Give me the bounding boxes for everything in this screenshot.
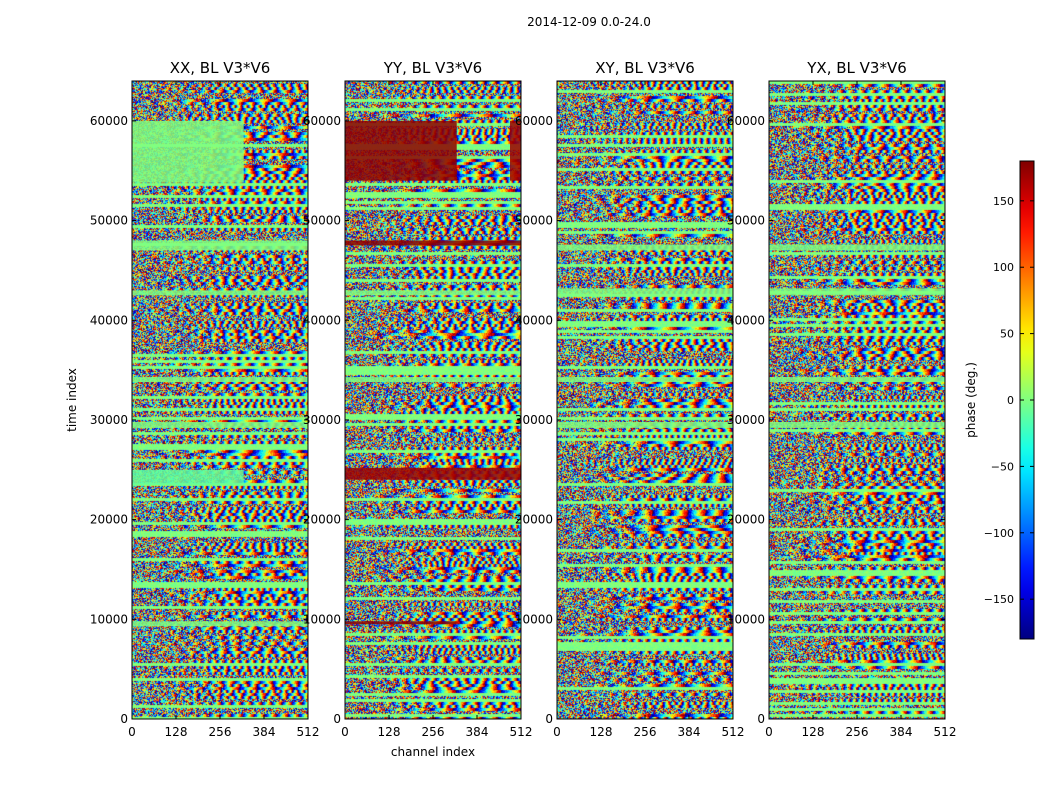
colorbar-tick-label: −100 [984,527,1014,540]
phase-band-1 [557,377,733,383]
panel-title: XY, BL V3*V6 [595,59,695,77]
panel-title: YX, BL V3*V6 [806,59,907,77]
y-tick-label: 60000 [515,114,553,128]
y-tick-label: 60000 [303,114,341,128]
x-tick-label: 0 [553,725,561,739]
phase-band-0 [769,288,945,296]
phase-band-5 [132,421,308,428]
phase-band-4 [132,377,308,383]
phase-band-0 [557,288,733,296]
heatmap-panel-1: YY, BL V3*V6 0 128 256 384 512 0 10000 20000 3000… [303,59,533,759]
x-tick-label: 0 [128,725,136,739]
y-tick-label: 30000 [90,413,128,427]
phase-band-2 [345,467,521,480]
phase-band-3 [769,244,945,251]
y-tick-label: 20000 [515,513,553,527]
y-tick-label: 0 [333,712,341,726]
colorbar-tick-label: −150 [984,593,1014,606]
phase-band-1 [769,377,945,383]
y-tick-label: 40000 [515,313,553,327]
figure-suptitle: 2014-12-09 0.0-24.0 [527,15,651,29]
y-tick-label: 10000 [90,612,128,626]
heatmap-image [132,81,308,719]
phase-band-1 [510,120,521,181]
heatmap-image [557,81,733,719]
y-tick-label: 0 [757,712,765,726]
x-tick-label: 0 [341,725,349,739]
x-tick-label: 256 [422,725,445,739]
x-tick-label: 128 [165,725,188,739]
phase-band-2 [557,421,733,428]
heatmap-image [769,81,945,719]
x-tick-label: 256 [634,725,657,739]
y-tick-label: 40000 [90,313,128,327]
phase-band-2 [769,421,945,428]
y-tick-label: 50000 [303,214,341,228]
phase-band-3 [557,244,733,251]
heatmap-panel-3: YX, BL V3*V6 0 128 256 384 512 0 10000 20000 3000… [727,59,957,739]
y-tick-label: 50000 [90,214,128,228]
x-tick-label: 256 [209,725,232,739]
x-tick-label: 128 [802,725,825,739]
colorbar-label: phase (deg.) [964,362,978,438]
phase-band-0 [132,120,244,183]
colorbar: −150 −100 −50 0 50 100 150 phase (deg.) [964,160,1035,640]
phase-band-6 [132,621,308,627]
x-tick-label: 512 [722,725,745,739]
colorbar-tick-label: −50 [991,460,1014,473]
x-tick-label: 384 [466,725,489,739]
y-tick-label: 30000 [303,413,341,427]
heatmap-panel-2: XY, BL V3*V6 0 128 256 384 512 0 10000 20000 3000… [515,59,745,739]
y-tick-label: 0 [120,712,128,726]
x-tick-label: 128 [590,725,613,739]
y-tick-label: 30000 [727,413,765,427]
phase-band-3 [345,240,521,246]
x-tick-label: 128 [378,725,401,739]
y-tick-label: 30000 [515,413,553,427]
panel-title: XX, BL V3*V6 [170,59,271,77]
y-tick-label: 20000 [303,513,341,527]
heatmap-panels: XX, BL V3*V6 0 128 256 384 512 0 10000 20000 3000… [65,59,956,759]
x-axis-label: channel index [391,745,475,759]
phase-band-4 [345,621,457,625]
y-tick-label: 10000 [303,612,341,626]
colorbar-tick-label: 0 [1007,394,1014,407]
x-tick-label: 512 [934,725,957,739]
x-tick-label: 384 [890,725,913,739]
y-tick-label: 50000 [515,214,553,228]
phase-band-5 [345,290,521,296]
y-tick-label: 60000 [90,114,128,128]
y-tick-label: 0 [545,712,553,726]
x-tick-label: 256 [846,725,869,739]
x-tick-label: 512 [297,725,320,739]
y-tick-label: 20000 [727,513,765,527]
colorbar-tick-label: 100 [993,261,1014,274]
y-tick-label: 20000 [90,513,128,527]
x-tick-label: 384 [253,725,276,739]
phase-band-3 [132,290,308,296]
x-tick-label: 384 [678,725,701,739]
heatmap-image [345,81,521,719]
heatmap-panel-0: XX, BL V3*V6 0 128 256 384 512 0 10000 20000 3000… [65,59,319,739]
x-tick-label: 0 [765,725,773,739]
y-tick-label: 60000 [727,114,765,128]
y-tick-label: 50000 [727,214,765,228]
panel-title: YY, BL V3*V6 [383,59,482,77]
y-axis-label: time index [65,368,79,432]
phase-band-1 [132,469,244,485]
phase-band-0 [345,120,457,181]
colorbar-tick-label: 50 [1000,328,1014,341]
y-tick-label: 10000 [515,612,553,626]
phase-band-2 [132,240,308,251]
y-tick-label: 40000 [727,313,765,327]
x-tick-label: 512 [510,725,533,739]
y-tick-label: 10000 [727,612,765,626]
y-tick-label: 40000 [303,313,341,327]
phase-band-6 [345,377,521,383]
colorbar-tick-label: 150 [993,195,1014,208]
